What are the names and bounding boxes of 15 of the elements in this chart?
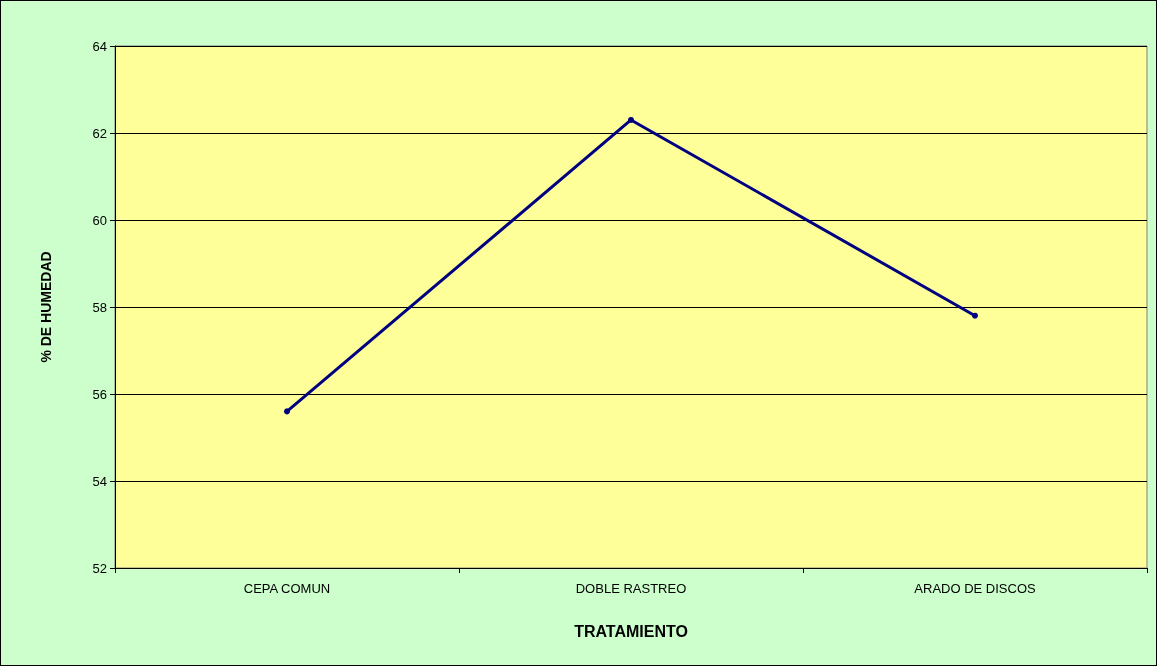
point xyxy=(972,312,978,319)
point xyxy=(628,116,634,123)
x-tick-label: ARADO DE DISCOS xyxy=(914,581,1036,596)
x-tick-label: DOBLE RASTREO xyxy=(575,581,687,596)
y-axis-title: % DE HUMEDAD xyxy=(38,251,54,363)
y-tick-label: 58 xyxy=(92,299,107,315)
y-tick-label: 64 xyxy=(92,38,107,54)
y-tick-label: 54 xyxy=(92,473,107,489)
y-tick-label: 62 xyxy=(92,125,107,141)
y-tick-label: 56 xyxy=(92,386,107,402)
y-tick-label: 52 xyxy=(92,560,107,576)
x-axis-title: TRATAMIENTO xyxy=(574,622,688,640)
x-tick-label: CEPA COMUN xyxy=(243,581,331,596)
y-tick-label: 60 xyxy=(92,212,107,228)
point xyxy=(284,408,290,415)
